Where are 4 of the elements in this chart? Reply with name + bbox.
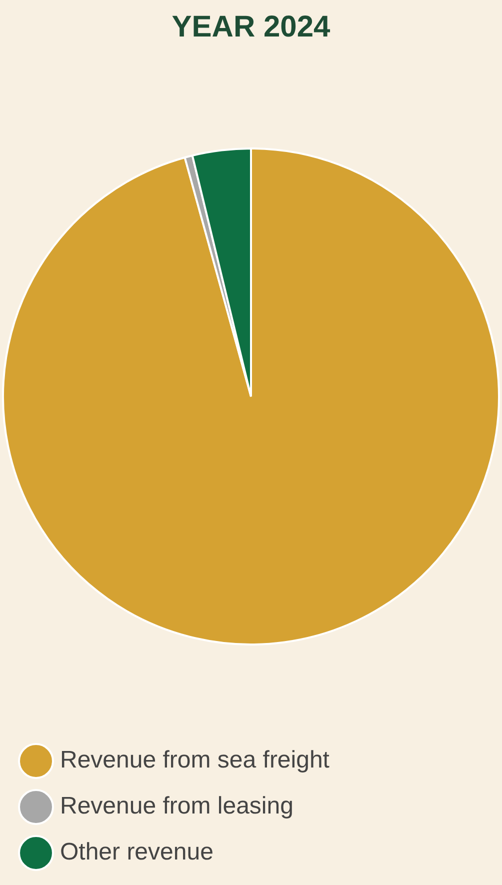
legend-label: Revenue from sea freight bbox=[60, 746, 330, 774]
legend-label: Revenue from leasing bbox=[60, 792, 294, 820]
legend-label: Other revenue bbox=[60, 838, 214, 866]
chart-title: YEAR 2024 bbox=[172, 10, 331, 44]
